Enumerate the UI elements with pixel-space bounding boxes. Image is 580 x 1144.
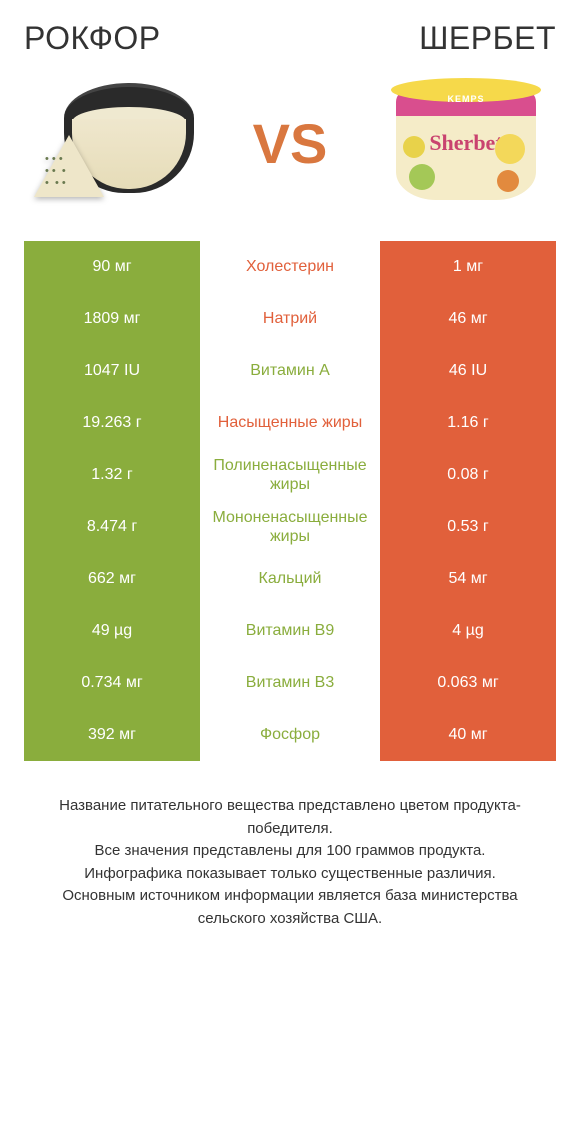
infographic-wrapper: РОКФОР ШЕРБЕТ VS KEMPS Sherbet 90 [0, 0, 580, 930]
table-row: 1047 IUВитамин A46 IU [24, 345, 556, 397]
table-row: 19.263 гНасыщенные жиры1.16 г [24, 397, 556, 449]
footnote: Название питательного вещества представл… [24, 795, 556, 930]
nutrient-name: Витамин B3 [200, 657, 380, 709]
left-value: 392 мг [24, 709, 200, 761]
right-value: 46 IU [380, 345, 556, 397]
right-value: 0.53 г [380, 501, 556, 553]
header: РОКФОР ШЕРБЕТ [24, 20, 556, 57]
right-value: 4 µg [380, 605, 556, 657]
left-value: 19.263 г [24, 397, 200, 449]
left-value: 0.734 мг [24, 657, 200, 709]
sherbet-icon: KEMPS Sherbet [391, 78, 541, 208]
nutrient-name: Холестерин [200, 241, 380, 293]
table-row: 392 мгФосфор40 мг [24, 709, 556, 761]
left-value: 90 мг [24, 241, 200, 293]
product-image-left [24, 73, 204, 213]
nutrient-name: Натрий [200, 293, 380, 345]
left-value: 1809 мг [24, 293, 200, 345]
nutrient-name: Фосфор [200, 709, 380, 761]
right-value: 1.16 г [380, 397, 556, 449]
table-row: 662 мгКальций54 мг [24, 553, 556, 605]
nutrient-name: Насыщенные жиры [200, 397, 380, 449]
right-value: 40 мг [380, 709, 556, 761]
left-value: 8.474 г [24, 501, 200, 553]
images-row: VS KEMPS Sherbet [24, 73, 556, 213]
table-row: 8.474 гМононенасыщенные жиры0.53 г [24, 501, 556, 553]
nutrient-name: Витамин A [200, 345, 380, 397]
footnote-line: Название питательного вещества представл… [28, 795, 552, 840]
right-value: 0.063 мг [380, 657, 556, 709]
cheese-icon [34, 83, 194, 203]
nutrient-name: Витамин B9 [200, 605, 380, 657]
table-row: 0.734 мгВитамин B30.063 мг [24, 657, 556, 709]
comparison-table: 90 мгХолестерин1 мг1809 мгНатрий46 мг104… [24, 241, 556, 761]
right-value: 54 мг [380, 553, 556, 605]
table-row: 1809 мгНатрий46 мг [24, 293, 556, 345]
footnote-line: Основным источником информации является … [28, 885, 552, 930]
nutrient-name: Полиненасыщенные жиры [200, 449, 380, 501]
right-value: 0.08 г [380, 449, 556, 501]
left-value: 49 µg [24, 605, 200, 657]
table-row: 1.32 гПолиненасыщенные жиры0.08 г [24, 449, 556, 501]
left-value: 1.32 г [24, 449, 200, 501]
nutrient-name: Кальций [200, 553, 380, 605]
right-value: 1 мг [380, 241, 556, 293]
title-right: ШЕРБЕТ [419, 20, 556, 57]
left-value: 1047 IU [24, 345, 200, 397]
table-row: 49 µgВитамин B94 µg [24, 605, 556, 657]
left-value: 662 мг [24, 553, 200, 605]
right-value: 46 мг [380, 293, 556, 345]
product-image-right: KEMPS Sherbet [376, 73, 556, 213]
footnote-line: Инфографика показывает только существенн… [28, 863, 552, 886]
table-row: 90 мгХолестерин1 мг [24, 241, 556, 293]
title-left: РОКФОР [24, 20, 161, 57]
nutrient-name: Мононенасыщенные жиры [200, 501, 380, 553]
vs-label: VS [253, 111, 328, 176]
footnote-line: Все значения представлены для 100 граммо… [28, 840, 552, 863]
